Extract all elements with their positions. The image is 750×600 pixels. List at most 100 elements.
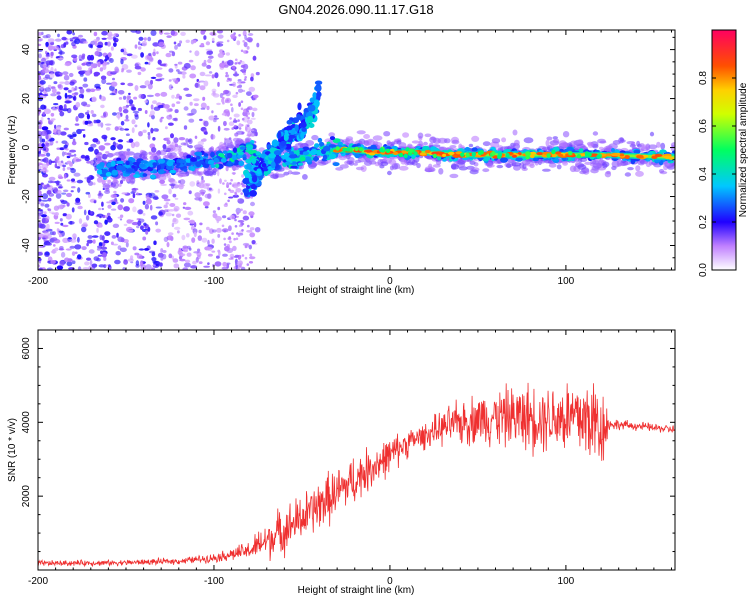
- spectrogram-ridge-point: [142, 173, 148, 177]
- spectrogram-noise-point: [217, 34, 224, 39]
- spectrogram-noise-point: [151, 147, 157, 153]
- spectrogram-noise-point: [122, 267, 126, 270]
- spectrogram-ridge-halo: [584, 161, 592, 165]
- spectrogram-ridge-halo: [179, 173, 188, 177]
- spectrogram-noise-point: [223, 127, 230, 131]
- spectrogram-noise-point: [160, 248, 164, 253]
- spectrogram-branch-point: [246, 163, 253, 170]
- spectrogram-ridge-halo: [411, 140, 420, 144]
- spectrogram-noise-point: [152, 137, 156, 141]
- spectrogram-noise-point: [147, 134, 151, 140]
- spectrogram-ridge-halo: [548, 163, 557, 168]
- spectrogram-noise-point: [248, 261, 254, 264]
- spectrogram-noise-point: [118, 106, 123, 113]
- spectrogram-ridge-halo: [162, 147, 172, 152]
- spectrogram-noise-point: [217, 30, 223, 34]
- spectrogram-noise-point: [103, 256, 107, 261]
- spectrogram-ridge-halo: [398, 165, 409, 171]
- spectrogram-noise-point: [101, 78, 107, 85]
- spectrogram-noise-point: [60, 131, 67, 136]
- spectrogram-noise-point: [142, 236, 147, 241]
- spectrogram-noise-point: [93, 31, 98, 37]
- spectrogram-ridge-halo: [522, 159, 531, 165]
- spectrogram-ylabel: Frequency (Hz): [7, 116, 18, 185]
- spectrogram-noise-point: [233, 113, 240, 118]
- spectrogram-noise-point: [224, 64, 229, 68]
- spectrogram-noise-point: [103, 239, 110, 244]
- spectrogram-noise-point: [72, 233, 77, 239]
- spectrogram-noise-point: [205, 41, 211, 46]
- spectrogram-noise-point: [42, 148, 46, 151]
- spectrogram-noise-point: [193, 231, 197, 238]
- spectrogram-ridge-halo: [236, 130, 245, 135]
- spectrogram-noise-point: [139, 85, 147, 89]
- spectrogram-noise-point: [53, 103, 59, 106]
- spectrogram-noise-point: [235, 188, 242, 193]
- spectrogram-noise-point: [238, 257, 241, 260]
- spectrogram-noise-point: [63, 42, 67, 48]
- spectrogram-noise-point: [106, 264, 109, 267]
- spectrogram-noise-point: [203, 120, 209, 127]
- spectrogram-noise-point: [247, 224, 250, 228]
- spectrogram-noise-point: [237, 234, 241, 237]
- spectrogram-noise-point: [106, 212, 111, 216]
- spectrogram-noise-point: [158, 41, 165, 47]
- spectrogram-noise-point: [240, 100, 244, 103]
- spectrogram-noise-point: [78, 93, 84, 99]
- spectrogram-noise-point: [183, 62, 191, 69]
- spectrogram-marks: [38, 30, 675, 270]
- spectrogram-ridge-halo: [156, 150, 162, 156]
- spectrogram-noise-point: [173, 205, 180, 212]
- spectrogram-noise-point: [219, 49, 224, 54]
- spectrogram-noise-point: [187, 139, 192, 142]
- spectrogram-noise-point: [40, 116, 44, 122]
- spectrogram-noise-point: [245, 50, 249, 54]
- spectrogram-noise-point: [69, 81, 75, 86]
- spectrogram-noise-point: [237, 119, 240, 122]
- spectrogram-noise-point: [39, 84, 45, 90]
- spectrogram-noise-point: [180, 31, 186, 36]
- spectrogram-noise-point: [66, 166, 71, 170]
- spectrogram-noise-point: [96, 47, 102, 52]
- spectrogram-ridge-halo: [450, 163, 457, 170]
- spectrogram-ridge-halo: [416, 162, 421, 169]
- spectrogram-ridge-point: [133, 174, 141, 178]
- spectrogram-noise-point: [43, 231, 50, 237]
- spectrogram-noise-point: [206, 64, 212, 69]
- spectrogram-ridge-halo: [562, 161, 568, 166]
- spectrogram-noise-point: [39, 223, 46, 229]
- spectrogram-noise-point: [201, 175, 204, 181]
- spectrogram-noise-point: [126, 148, 131, 152]
- spectrogram-noise-point: [40, 58, 47, 63]
- spectrogram-noise-point: [231, 184, 235, 187]
- spectrogram-noise-point: [38, 53, 42, 59]
- spectrogram-noise-point: [49, 119, 54, 123]
- snr-ytick-label: 2000: [21, 485, 32, 508]
- spectrogram-noise-point: [233, 68, 236, 72]
- spectrogram-noise-point: [243, 72, 246, 76]
- spectrogram-noise-point: [144, 248, 150, 251]
- spectrogram-noise-point: [130, 255, 134, 260]
- spectrogram-noise-point: [116, 112, 121, 115]
- spectrogram-noise-point: [97, 245, 103, 249]
- spectrogram-noise-point: [84, 141, 89, 146]
- spectrogram-noise-point: [247, 116, 250, 120]
- spectrogram-ridge-point: [328, 144, 337, 148]
- spectrogram-branch-point: [256, 168, 262, 175]
- spectrogram-branch-point: [251, 158, 257, 164]
- spectrogram-noise-point: [123, 51, 128, 56]
- spectrogram-ridge-point: [370, 144, 377, 150]
- spectrogram-noise-point: [242, 40, 245, 43]
- spectrogram-noise-point: [140, 225, 144, 230]
- spectrogram-noise-point: [57, 84, 62, 89]
- spectrogram-noise-point: [71, 260, 76, 265]
- spectrogram-ridge-halo: [660, 142, 666, 150]
- spectrogram-noise-point: [138, 218, 145, 223]
- spectrogram-noise-point: [188, 190, 192, 195]
- spectrogram-noise-point: [86, 242, 89, 247]
- spectrogram-noise-point: [240, 107, 244, 111]
- spectrogram-ridge-point: [140, 160, 148, 164]
- spectrogram-noise-point: [186, 112, 194, 117]
- spectrogram-noise-point: [180, 253, 186, 256]
- spectrogram-noise-point: [58, 104, 64, 111]
